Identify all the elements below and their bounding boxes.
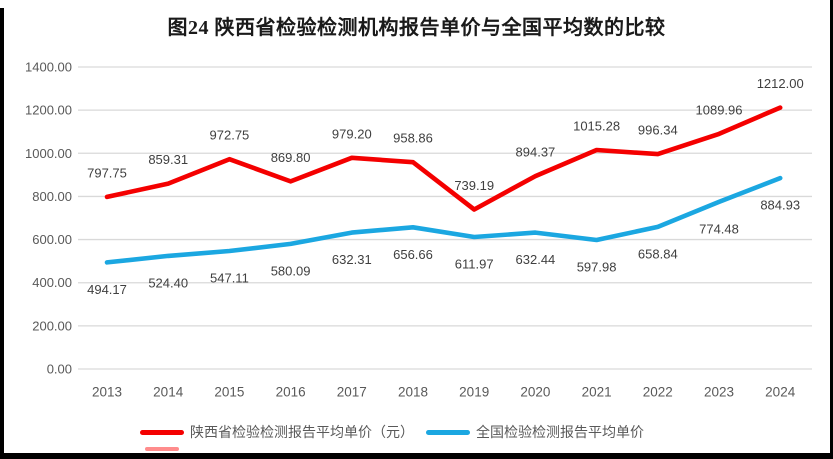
data-label: 739.19 xyxy=(454,178,494,193)
data-label: 869.80 xyxy=(271,150,311,165)
cropped-red-mark-artifact xyxy=(145,447,179,451)
legend-item-national: 全国检验检测报告平均单价 xyxy=(426,422,644,442)
y-axis-tick-label: 800.00 xyxy=(32,189,72,204)
data-label: 632.44 xyxy=(516,252,556,267)
data-label: 1212.00 xyxy=(757,76,804,91)
data-label: 1089.96 xyxy=(696,102,743,117)
data-label: 958.86 xyxy=(393,131,433,146)
chart-legend: 陕西省检验检测报告平均单价（元） 全国检验检测报告平均单价 xyxy=(140,422,644,442)
y-axis-tick-label: 1000.00 xyxy=(25,146,72,161)
data-label: 797.75 xyxy=(87,165,127,180)
data-label: 884.93 xyxy=(760,198,800,213)
data-label: 494.17 xyxy=(87,282,127,297)
y-axis-tick-label: 200.00 xyxy=(32,318,72,333)
blue-line-swatch xyxy=(426,429,470,435)
x-axis-tick-label: 2015 xyxy=(214,385,244,400)
series-line-1 xyxy=(104,175,783,265)
x-axis-tick-label: 2018 xyxy=(398,385,428,400)
x-axis-tick-label: 2024 xyxy=(765,385,796,400)
legend-label-shaanxi: 陕西省检验检测报告平均单价（元） xyxy=(190,424,414,440)
x-axis-tick-label: 2016 xyxy=(276,385,306,400)
x-axis-tick-label: 2021 xyxy=(582,385,612,400)
data-label: 580.09 xyxy=(271,263,311,278)
data-label: 658.84 xyxy=(638,246,678,261)
y-axis-tick-label: 1200.00 xyxy=(25,103,72,118)
data-label: 547.11 xyxy=(210,270,249,285)
left-border-bar xyxy=(0,8,4,459)
data-label: 972.75 xyxy=(210,128,250,143)
data-label: 632.31 xyxy=(332,252,372,267)
y-axis-tick-label: 400.00 xyxy=(32,275,72,290)
series-line-0 xyxy=(104,105,783,212)
y-axis-tick-label: 1400.00 xyxy=(25,60,72,75)
data-label: 894.37 xyxy=(516,145,556,160)
right-border-bar xyxy=(830,0,833,459)
data-label: 597.98 xyxy=(577,260,617,275)
x-axis-tick-label: 2017 xyxy=(337,385,367,400)
x-axis-tick-label: 2019 xyxy=(459,385,489,400)
data-label: 524.40 xyxy=(148,275,188,290)
data-label: 996.34 xyxy=(638,123,678,138)
x-axis-tick-label: 2020 xyxy=(520,385,550,400)
x-axis-tick-label: 2013 xyxy=(92,385,122,400)
legend-label-national: 全国检验检测报告平均单价 xyxy=(476,424,644,440)
data-label: 774.48 xyxy=(699,221,739,236)
bottom-border-bar xyxy=(0,453,833,459)
data-label: 859.31 xyxy=(148,152,188,167)
data-label: 611.97 xyxy=(455,256,494,271)
data-label: 656.66 xyxy=(393,247,433,262)
data-label: 1015.28 xyxy=(573,118,620,133)
x-axis-tick-label: 2014 xyxy=(153,385,184,400)
x-axis-tick-label: 2022 xyxy=(643,385,673,400)
x-axis-tick-label: 2023 xyxy=(704,385,734,400)
legend-item-shaanxi: 陕西省检验检测报告平均单价（元） xyxy=(140,422,414,442)
red-line-swatch xyxy=(140,429,184,435)
data-label: 979.20 xyxy=(332,126,372,141)
y-axis-tick-label: 600.00 xyxy=(32,232,72,247)
chart-title: 图24 陕西省检验检测机构报告单价与全国平均数的比较 xyxy=(167,17,666,39)
y-axis-tick-label: 0.00 xyxy=(47,362,72,377)
